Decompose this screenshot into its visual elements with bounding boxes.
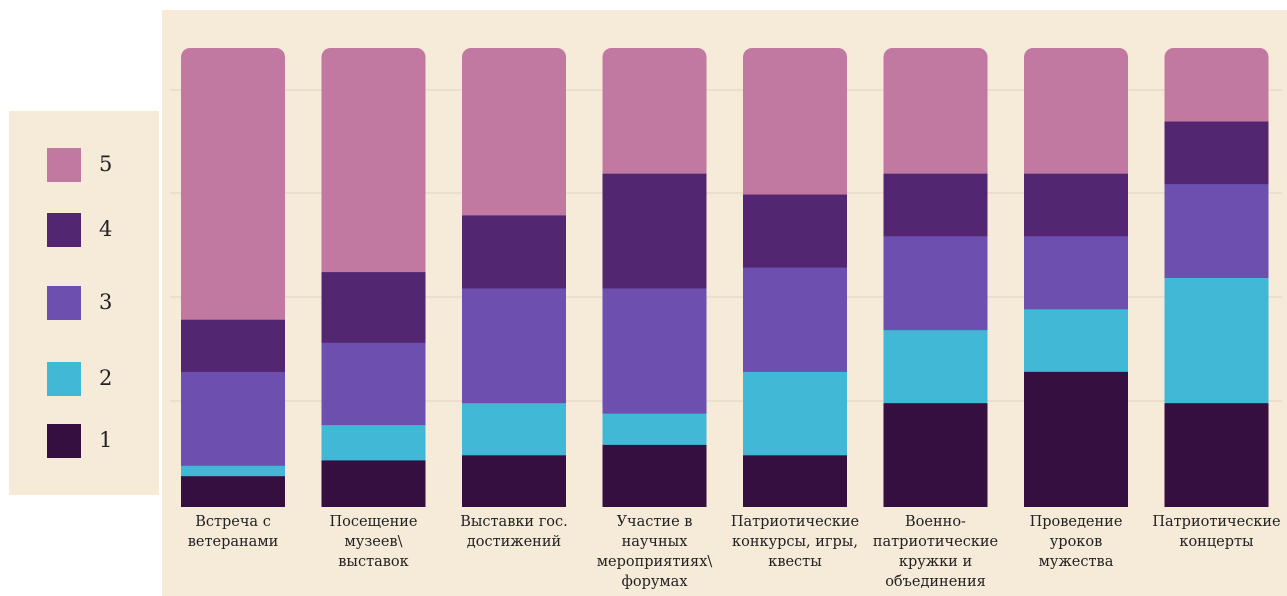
bar-segment-5 <box>1164 48 1269 122</box>
bar-segment-1 <box>1164 402 1269 508</box>
x-tick-label: Проведение уроков мужества <box>1029 514 1123 570</box>
bar-stack <box>181 48 285 508</box>
bar-stack <box>743 48 847 508</box>
bar-segment-2 <box>602 413 707 445</box>
bar-segment-4 <box>883 173 988 237</box>
bar-segment-1 <box>462 454 566 508</box>
legend-label: 2 <box>99 366 113 390</box>
bar-segment-1 <box>602 444 707 508</box>
bar-segment-3 <box>743 267 847 372</box>
legend: 5 4 3 2 1 <box>9 111 159 495</box>
legend-item: 1 <box>47 424 147 458</box>
bar-stack <box>462 48 566 508</box>
bar-segment-1 <box>321 459 426 508</box>
legend-label: 4 <box>99 217 113 241</box>
legend-item: 5 <box>47 148 147 182</box>
baseline-cover <box>170 507 1282 509</box>
bar-stack <box>1164 48 1269 508</box>
bar-segment-3 <box>883 235 988 331</box>
legend-swatch <box>47 213 81 247</box>
bar-segment-5 <box>321 48 426 273</box>
x-tick-label: Выставки гос. достижений <box>460 514 568 550</box>
bar-segment-2 <box>181 465 285 477</box>
bar-stack <box>1024 48 1128 508</box>
bar-segment-5 <box>743 48 847 195</box>
bar-stack <box>883 48 988 508</box>
bar-segment-5 <box>602 48 707 174</box>
bar-segment-2 <box>883 329 988 404</box>
bar-segment-3 <box>462 287 566 404</box>
bar-segment-3 <box>602 287 707 414</box>
bar-segment-2 <box>321 424 426 461</box>
bar-segment-4 <box>181 319 285 372</box>
bar-segment-5 <box>883 48 988 174</box>
bar-segment-1 <box>743 454 847 508</box>
bar-segment-5 <box>462 48 566 216</box>
legend-item: 4 <box>47 213 147 247</box>
bar-segment-3 <box>1164 183 1269 278</box>
x-tick-label: Участие в научных мероприятиях\ форумах <box>596 514 713 590</box>
legend-label: 5 <box>99 152 113 176</box>
legend-item: 2 <box>47 362 147 396</box>
legend-swatch <box>47 148 81 182</box>
bar-segment-3 <box>181 371 285 466</box>
bar-segment-4 <box>602 173 707 289</box>
legend-swatch <box>47 286 81 320</box>
legend-label: 3 <box>99 290 113 314</box>
legend-swatch <box>47 362 81 396</box>
legend-item: 3 <box>47 286 147 320</box>
bar-segment-1 <box>181 475 285 508</box>
bar-segment-2 <box>743 371 847 456</box>
bar-segment-5 <box>1024 48 1128 174</box>
bar-segment-3 <box>1024 235 1128 310</box>
x-tick-label: Патриотические конкурсы, игры, квесты <box>730 514 860 570</box>
bar-segment-3 <box>321 342 426 426</box>
x-tick-label: Встреча с ветеранами <box>187 514 279 550</box>
bar-segment-4 <box>321 271 426 343</box>
bar-segment-4 <box>462 214 566 289</box>
x-tick-label: Военно-патриотические кружки и объединен… <box>872 514 999 590</box>
bar-segment-4 <box>743 194 847 268</box>
bar-stack <box>321 48 426 508</box>
legend-label: 1 <box>99 428 113 452</box>
bar-segment-2 <box>1024 308 1128 372</box>
x-tick-label: Патриотические концерты <box>1152 514 1281 550</box>
bar-segment-2 <box>462 402 566 456</box>
bar-segment-4 <box>1024 173 1128 237</box>
x-tick-label: Посещение музеев\ выставок <box>329 514 418 570</box>
bar-stack <box>602 48 707 508</box>
bar-segment-1 <box>883 402 988 508</box>
legend-swatch <box>47 424 81 458</box>
bar-segment-1 <box>1024 371 1128 508</box>
bar-segment-4 <box>1164 121 1269 185</box>
bar-segment-5 <box>181 48 285 320</box>
bar-segment-2 <box>1164 277 1269 404</box>
